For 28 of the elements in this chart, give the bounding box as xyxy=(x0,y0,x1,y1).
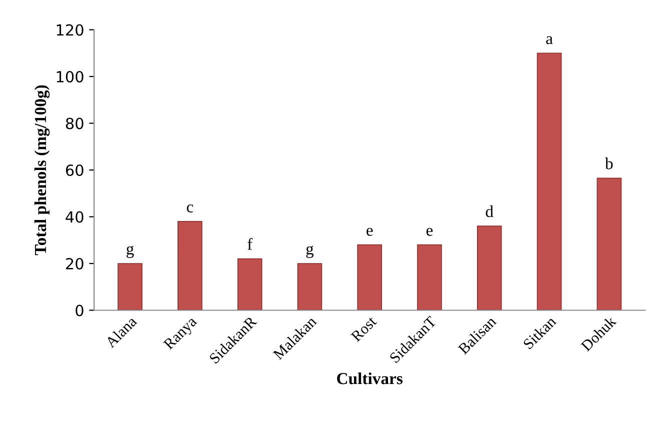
annotation: c xyxy=(186,204,194,212)
annotation: g xyxy=(306,246,314,258)
bar xyxy=(237,258,262,310)
y-tick-label: 60 xyxy=(66,164,84,176)
annotation: e xyxy=(366,228,373,236)
x-tick-label: Rost xyxy=(350,316,378,342)
y-tick-label: 80 xyxy=(66,118,84,130)
annotation: f xyxy=(248,238,253,250)
y-tick-label: 120 xyxy=(56,24,84,36)
bar xyxy=(476,226,502,310)
bar xyxy=(118,263,142,310)
annotation: a xyxy=(546,36,553,44)
bar xyxy=(357,244,382,310)
x-axis-title: Cultivars xyxy=(337,372,403,384)
bar xyxy=(417,244,442,310)
y-tick-label: 0 xyxy=(76,304,84,316)
y-tick-label: 100 xyxy=(56,70,84,83)
y-tick-label: 20 xyxy=(66,258,84,270)
bar xyxy=(178,221,202,310)
annotation: b xyxy=(605,158,613,170)
bar xyxy=(596,178,622,310)
annotation: g xyxy=(126,246,134,258)
annotation: d xyxy=(486,205,494,218)
bar xyxy=(536,52,562,310)
annotation: e xyxy=(426,228,433,236)
bar xyxy=(297,263,322,310)
y-axis-title: Total phenols (mg/100g) xyxy=(34,85,50,256)
y-tick-label: 40 xyxy=(66,211,84,223)
